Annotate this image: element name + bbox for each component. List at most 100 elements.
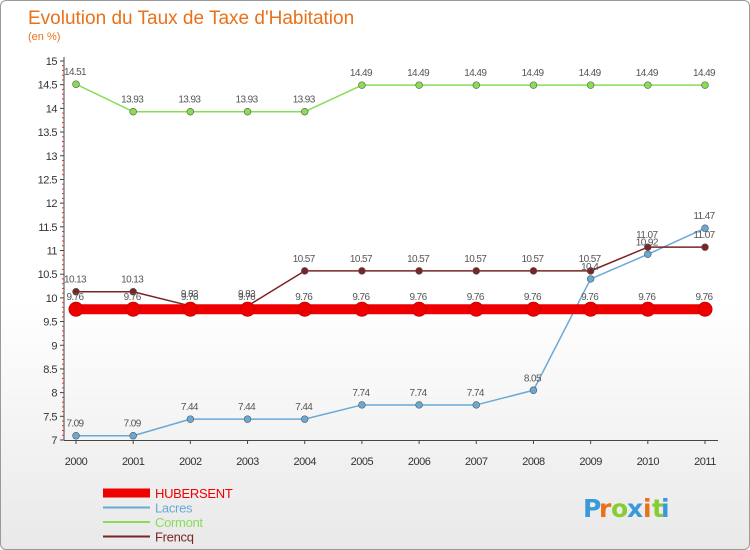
- data-point: [525, 301, 541, 317]
- legend-item-hubersent: HUBERSENT: [103, 486, 233, 501]
- logo-letter: i: [643, 494, 652, 523]
- series-frencq: [72, 243, 709, 310]
- legend-item-cormont: Cormont: [103, 515, 204, 530]
- data-point: [125, 301, 141, 317]
- y-tick-label: 7: [51, 435, 57, 447]
- x-tick-label: 2003: [236, 456, 259, 468]
- x-tick-label: 2010: [637, 456, 660, 468]
- data-label: 10.4: [581, 262, 599, 273]
- x-tick-label: 2008: [522, 456, 545, 468]
- axes: 7 7.5 8 8.5 9 9.5 10 10.5 11 11.5 12 12.5 13 13.5 14 14…: [38, 56, 718, 468]
- data-label: 14.49: [579, 68, 602, 79]
- x-tick-label: 2006: [408, 456, 431, 468]
- data-point: [243, 107, 252, 116]
- legend-item-lacres: Lacres: [103, 501, 193, 516]
- y-tick-label: 9: [51, 340, 57, 352]
- data-point: [186, 107, 195, 116]
- data-label: 9.76: [581, 292, 599, 303]
- data-point: [640, 301, 656, 317]
- chart-subtitle: (en %): [28, 31, 60, 43]
- data-label: 8.05: [524, 373, 542, 384]
- data-label: 7.09: [66, 419, 84, 430]
- data-point: [415, 401, 423, 409]
- y-tick-label: 8.5: [43, 364, 57, 376]
- data-label: 9.76: [66, 292, 84, 303]
- data-point: [72, 288, 80, 296]
- data-point: [129, 432, 137, 440]
- data-point: [354, 301, 370, 317]
- logo-letter: o: [611, 494, 628, 523]
- data-point: [472, 401, 480, 409]
- x-tick-label: 2007: [465, 456, 488, 468]
- series-line: [75, 246, 706, 307]
- data-label: 9.76: [638, 292, 656, 303]
- y-tick-label: 13.5: [38, 127, 58, 139]
- data-label: 9.76: [295, 292, 313, 303]
- data-label: 10.57: [407, 254, 430, 265]
- legend-label: Frencq: [155, 530, 194, 545]
- data-point: [358, 401, 366, 409]
- data-label: 7.74: [410, 388, 428, 399]
- data-label: 13.93: [293, 95, 316, 106]
- data-label: 10.92: [636, 237, 659, 248]
- y-tick-label: 7.5: [43, 411, 57, 423]
- data-point: [129, 288, 137, 296]
- data-label: 9.76: [695, 292, 713, 303]
- series-lacres: [72, 224, 709, 440]
- data-label: 9.76: [238, 292, 256, 303]
- data-label: 9.76: [181, 292, 199, 303]
- logo-letter: i: [661, 494, 670, 523]
- data-label: 10.13: [64, 275, 87, 286]
- data-label: 9.76: [467, 292, 485, 303]
- data-point: [415, 81, 423, 89]
- data-point: [701, 224, 709, 232]
- data-point: [182, 301, 198, 317]
- data-label: 10.13: [121, 275, 144, 286]
- data-label: 9.76: [410, 292, 428, 303]
- y-tick-label: 10.5: [38, 269, 58, 281]
- legend-label: Cormont: [155, 515, 203, 530]
- data-labels: 9.76 9.76 9.76 9.76 9.76 9.76 9.76 9.76 9.76 9.76…: [64, 67, 717, 430]
- series-layer: [68, 80, 713, 440]
- data-point: [644, 250, 652, 258]
- data-point: [529, 81, 538, 89]
- data-label: 13.93: [178, 95, 201, 106]
- proxiti-logo: Pr ox i ti: [583, 494, 670, 523]
- series-line: [75, 83, 706, 113]
- data-label: 10.57: [579, 254, 602, 265]
- data-point: [644, 81, 652, 89]
- x-tick-label: 2002: [179, 456, 202, 468]
- logo-letter: P: [583, 494, 601, 523]
- data-label: 11.47: [693, 211, 715, 222]
- data-label: 9.76: [524, 292, 542, 303]
- data-label: 9.76: [352, 292, 370, 303]
- data-label: 7.44: [238, 402, 256, 413]
- y-tick-label: 11: [47, 246, 58, 258]
- data-point: [644, 243, 652, 251]
- data-label: 14.49: [693, 68, 716, 79]
- logo-letter: t: [652, 494, 664, 523]
- data-point: [468, 301, 484, 317]
- data-point: [358, 81, 366, 89]
- y-tick-label: 13: [46, 151, 58, 163]
- legend-label: Lacres: [155, 501, 193, 516]
- y-tick-label: 14.5: [38, 80, 58, 92]
- x-tick-label: 2004: [293, 456, 316, 468]
- data-label: 10.57: [521, 254, 544, 265]
- x-tick-label: 2005: [351, 456, 374, 468]
- data-point: [301, 415, 309, 423]
- data-point: [701, 81, 709, 89]
- data-point: [240, 301, 256, 317]
- y-tick-label: 12: [46, 198, 58, 210]
- data-label: 7.44: [295, 402, 313, 413]
- data-label: 9.83: [238, 289, 256, 300]
- x-tick-label: 2011: [694, 456, 716, 468]
- data-label: 9.76: [124, 292, 142, 303]
- y-tick-label: 9.5: [43, 317, 57, 329]
- data-point: [301, 267, 309, 275]
- data-point: [415, 267, 423, 275]
- legend-label: HUBERSENT: [155, 486, 233, 501]
- series-cormont: [72, 80, 709, 116]
- x-tick-label: 2009: [579, 456, 602, 468]
